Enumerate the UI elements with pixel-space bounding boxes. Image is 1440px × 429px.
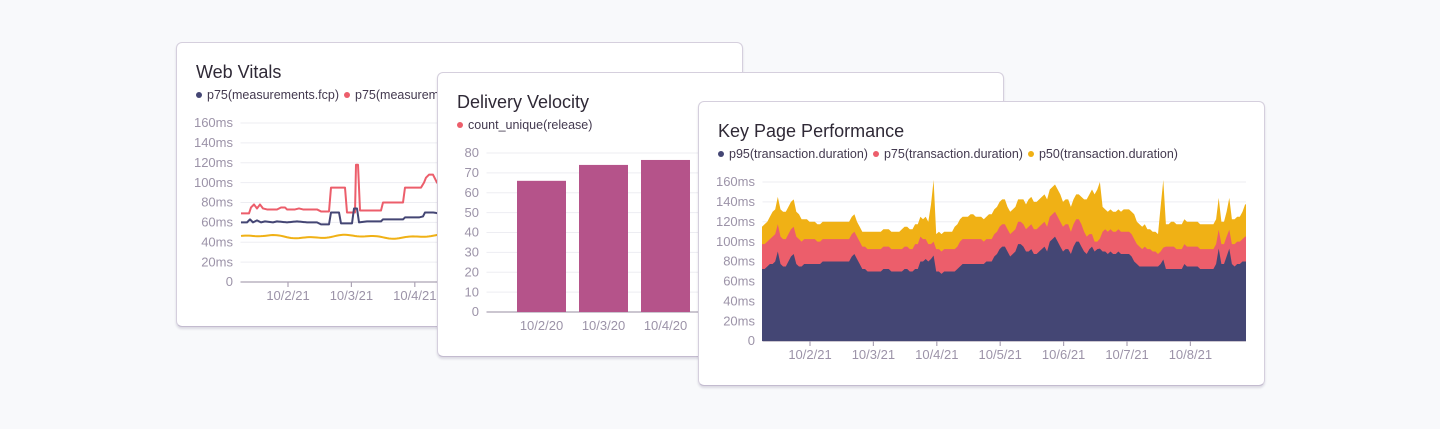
svg-text:0: 0 [748, 333, 755, 348]
svg-text:80ms: 80ms [201, 195, 233, 210]
svg-text:140ms: 140ms [716, 194, 756, 209]
svg-text:10/7/21: 10/7/21 [1105, 347, 1148, 362]
svg-text:10/3/21: 10/3/21 [852, 347, 895, 362]
svg-text:0: 0 [472, 304, 479, 319]
svg-text:0: 0 [226, 274, 233, 289]
svg-text:10/2/21: 10/2/21 [266, 288, 309, 303]
svg-text:10/6/21: 10/6/21 [1042, 347, 1085, 362]
svg-text:100ms: 100ms [194, 175, 234, 190]
svg-text:10/8/21: 10/8/21 [1169, 347, 1212, 362]
svg-text:60ms: 60ms [201, 215, 233, 230]
svg-text:10: 10 [465, 284, 479, 299]
svg-text:40: 40 [465, 225, 479, 240]
svg-text:120ms: 120ms [716, 214, 756, 229]
svg-text:10/4/21: 10/4/21 [393, 288, 436, 303]
svg-text:10/3/20: 10/3/20 [582, 318, 625, 333]
svg-text:70: 70 [465, 165, 479, 180]
svg-text:20ms: 20ms [723, 313, 755, 328]
svg-text:160ms: 160ms [716, 174, 756, 189]
svg-text:80ms: 80ms [723, 254, 755, 269]
svg-text:10/3/21: 10/3/21 [330, 288, 373, 303]
svg-text:40ms: 40ms [723, 293, 755, 308]
svg-text:60: 60 [465, 185, 479, 200]
svg-text:60ms: 60ms [723, 274, 755, 289]
svg-text:50: 50 [465, 205, 479, 220]
svg-text:10/2/21: 10/2/21 [788, 347, 831, 362]
svg-text:120ms: 120ms [194, 155, 234, 170]
svg-text:10/2/20: 10/2/20 [520, 318, 563, 333]
svg-text:140ms: 140ms [194, 135, 234, 150]
svg-text:10/5/21: 10/5/21 [979, 347, 1022, 362]
svg-text:40ms: 40ms [201, 234, 233, 249]
svg-text:10/4/21: 10/4/21 [915, 347, 958, 362]
svg-text:20: 20 [465, 264, 479, 279]
svg-text:30: 30 [465, 245, 479, 260]
svg-text:80: 80 [465, 145, 479, 160]
svg-text:20ms: 20ms [201, 254, 233, 269]
svg-text:160ms: 160ms [194, 115, 234, 130]
svg-text:10/4/20: 10/4/20 [644, 318, 687, 333]
svg-text:100ms: 100ms [716, 234, 756, 249]
